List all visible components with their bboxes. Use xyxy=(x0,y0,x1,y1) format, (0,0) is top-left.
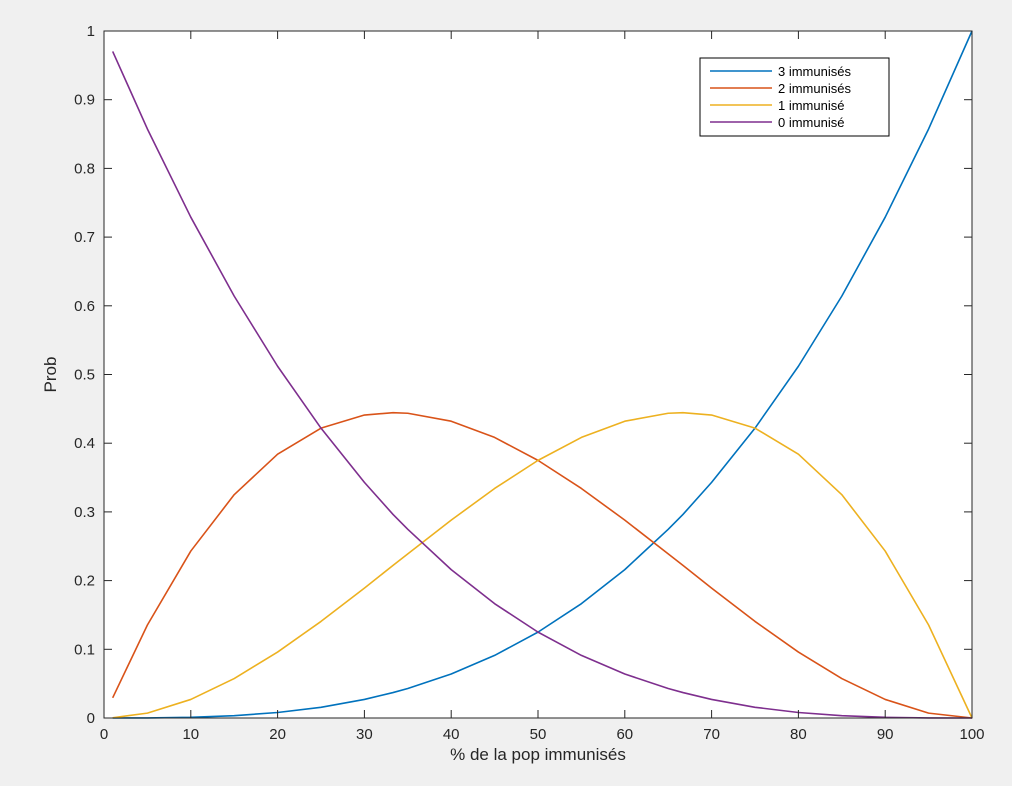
y-tick-label: 0.8 xyxy=(74,160,95,177)
series-layer xyxy=(111,30,973,719)
legend-entry-4: 0 immunisé xyxy=(778,115,844,130)
x-axis-label: % de la pop immunisés xyxy=(450,745,626,764)
x-tick-label: 100 xyxy=(959,726,984,743)
legend-entry-2: 2 immunisés xyxy=(778,81,851,96)
x-tick-label: 20 xyxy=(269,726,286,743)
y-tick-label: 0.7 xyxy=(74,229,95,246)
legend-entry-3: 1 immunisé xyxy=(778,98,844,113)
y-axis-label: Prob xyxy=(41,357,60,393)
ticks-layer: 0 10 20 30 40 50 60 70 80 90 100 0 0.1 0.2 0.3 0.4 0.5 0.… xyxy=(74,23,984,743)
y-tick-label: 0.4 xyxy=(74,435,95,452)
y-tick-label: 0.5 xyxy=(74,367,95,384)
x-tick-label: 90 xyxy=(877,726,894,743)
y-tick-label: 0.6 xyxy=(74,298,95,315)
y-tick-label: 1 xyxy=(87,23,95,40)
legend: 3 immunisés 2 immunisés 1 immunisé 0 immuni… xyxy=(699,57,890,137)
y-tick-label: 0.2 xyxy=(74,573,95,590)
legend-entry-1: 3 immunisés xyxy=(778,64,851,79)
x-tick-label: 70 xyxy=(703,726,720,743)
y-tick-label: 0.9 xyxy=(74,92,95,109)
plot-frame xyxy=(103,30,973,719)
x-tick-label: 30 xyxy=(356,726,373,743)
series-line-3 xyxy=(112,411,973,719)
x-tick-label: 40 xyxy=(443,726,460,743)
series-line-4 xyxy=(111,51,973,719)
plot-area xyxy=(104,31,972,718)
y-tick-label: 0.1 xyxy=(74,641,95,658)
x-tick-label: 80 xyxy=(790,726,807,743)
x-tick-label: 60 xyxy=(616,726,633,743)
y-tick-label: 0.3 xyxy=(74,504,95,521)
x-tick-label: 0 xyxy=(100,726,108,743)
x-tick-label: 10 xyxy=(182,726,199,743)
x-tick-label: 50 xyxy=(530,726,547,743)
y-tick-label: 0 xyxy=(87,710,95,727)
